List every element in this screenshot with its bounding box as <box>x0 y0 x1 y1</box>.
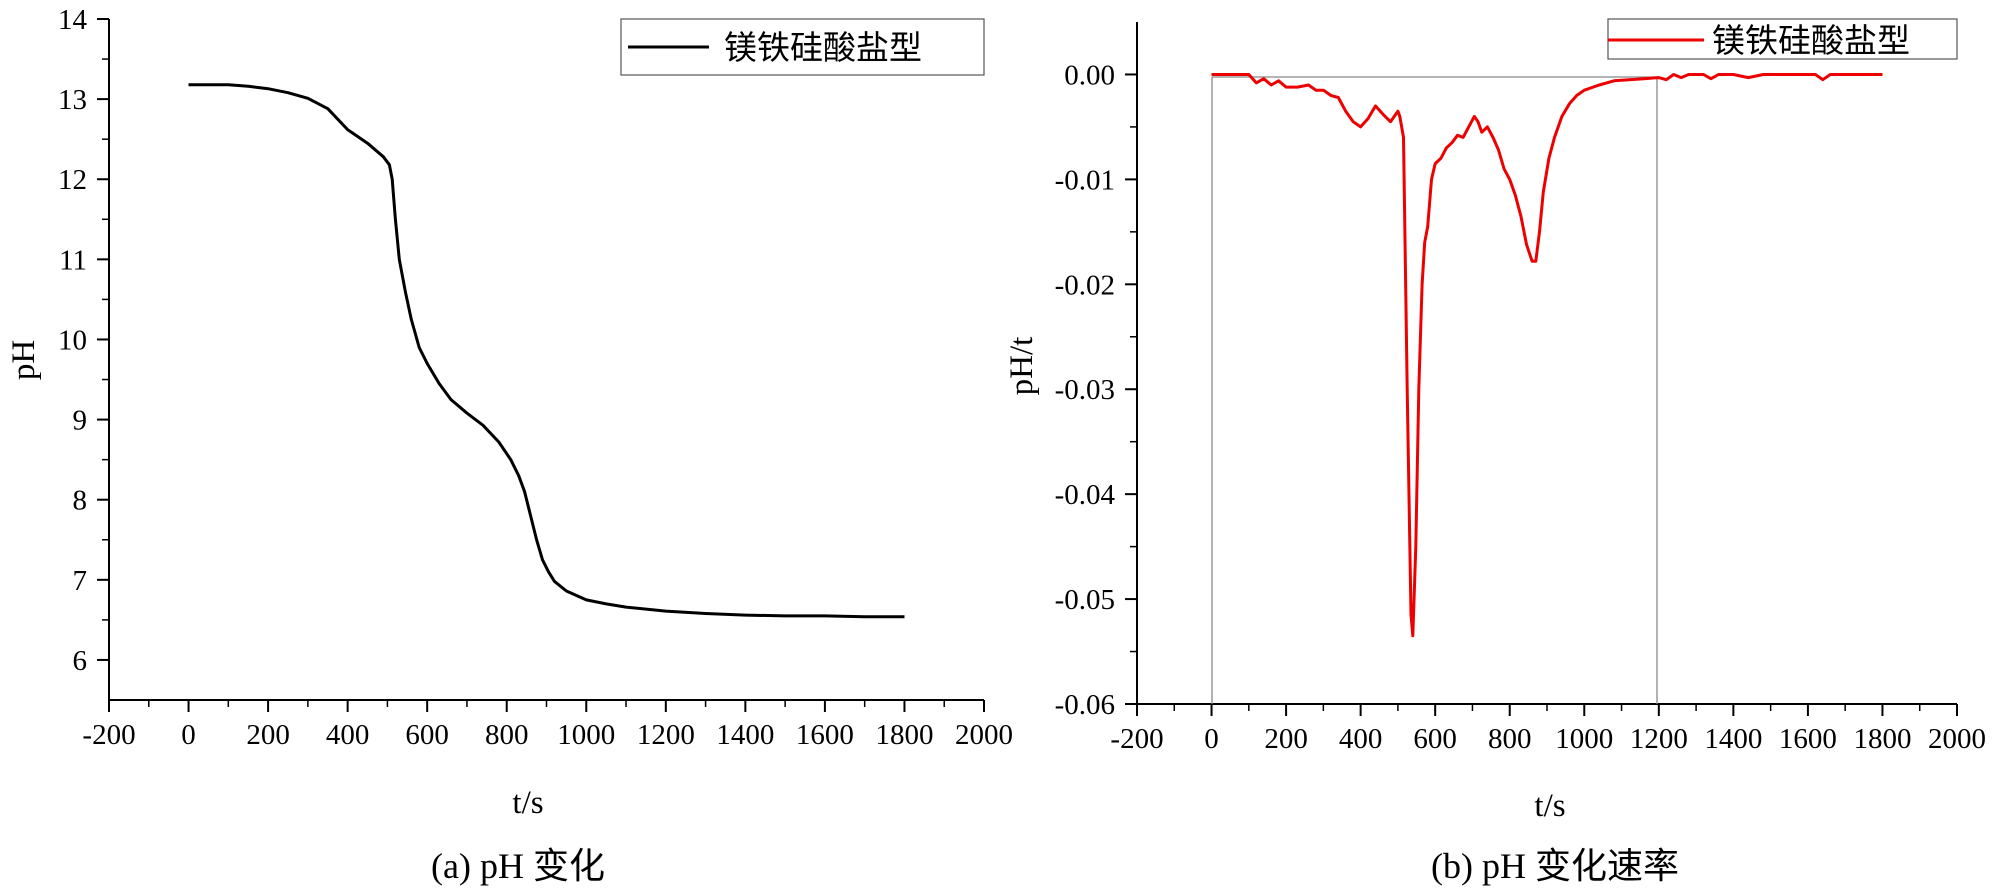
panel-a-y-tick-label: 13 <box>58 84 87 116</box>
panel-a-caption: (a) pH 变化 <box>431 846 605 886</box>
panel-b-x-tick-label: 1400 <box>1704 723 1762 755</box>
panel-a-x-ticks: -200 0 200 400 600 800 1000 1200 1400 1600 1800 200… <box>82 700 1013 751</box>
panel-a-legend: 镁铁硅酸盐型 <box>620 18 985 76</box>
panel-a-x-tick-label: 2000 <box>955 719 1013 751</box>
panel-a-series-line <box>188 83 905 619</box>
panel-b-y-tick-label: -0.02 <box>1055 269 1115 301</box>
panel-b-x-tick-label: 600 <box>1413 723 1457 755</box>
panel-b-x-ticks: -200 0 200 400 600 800 1000 1200 1400 1600 1800 200… <box>1110 704 1986 755</box>
panel-a-x-tick-label: 0 <box>181 719 196 751</box>
panel-b-x-tick-label: 1000 <box>1555 723 1613 755</box>
panel-b-series-line <box>1211 73 1883 638</box>
panel-a-y-axis-title: pH <box>6 340 42 380</box>
panel-a-y-tick-label: 8 <box>73 485 88 517</box>
panel-a-x-tick-label: 400 <box>326 719 370 751</box>
panel-b-x-tick-label: 2000 <box>1928 723 1986 755</box>
panel-b-y-tick-label: -0.05 <box>1055 584 1115 616</box>
panel-b-x-tick-label: 1800 <box>1853 723 1911 755</box>
panel-a-legend-label: 镁铁硅酸盐型 <box>724 30 922 67</box>
panel-b-caption: (b) pH 变化速率 <box>1431 846 1679 886</box>
panel-a-x-tick-label: 1000 <box>557 719 615 751</box>
panel-b-y-tick-label: -0.03 <box>1055 374 1115 406</box>
panel-b-x-tick-label: 1600 <box>1779 723 1837 755</box>
panel-a-x-tick-label: 600 <box>405 719 449 751</box>
panel-a-legend-box <box>620 18 985 76</box>
panel-a-x-axis-title: t/s <box>512 785 543 821</box>
panel-a-y-tick-label: 12 <box>58 164 87 196</box>
panel-a-x-tick-label: 1800 <box>875 719 933 751</box>
panel-a: -200 0 200 400 600 800 1000 1200 1400 1600 1800 200… <box>6 4 1013 886</box>
panel-b-legend-label: 镁铁硅酸盐型 <box>1712 23 1910 60</box>
panel-a-y-tick-label: 6 <box>73 645 88 677</box>
panel-a-y-ticks: 6 7 8 9 10 11 12 13 14 <box>58 4 109 677</box>
panel-a-y-tick-label: 10 <box>58 324 87 356</box>
panel-a-x-tick-label: 1400 <box>716 719 774 751</box>
panel-b-x-tick-label: 800 <box>1488 723 1532 755</box>
panel-b-y-ticks: 0.00 -0.01 -0.02 -0.03 -0.04 -0.05 -0.06 <box>1055 59 1137 721</box>
panel-b-y-tick-label: 0.00 <box>1064 59 1115 91</box>
panel-a-x-tick-label: 1200 <box>637 719 695 751</box>
panel-b-y-tick-label: -0.01 <box>1055 164 1115 196</box>
panel-b-y-tick-label: -0.04 <box>1055 479 1116 511</box>
panel-a-y-tick-label: 14 <box>58 4 88 36</box>
panel-a-y-tick-label: 9 <box>73 405 88 437</box>
panel-a-x-tick-label: 800 <box>485 719 529 751</box>
panel-a-x-tick-label: 1600 <box>796 719 854 751</box>
panel-b-y-tick-label: -0.06 <box>1055 689 1115 721</box>
panel-b-y-axis-title: pH/t <box>1004 337 1040 396</box>
panel-b-x-tick-label: -200 <box>1110 723 1163 755</box>
panel-b-x-tick-label: 200 <box>1264 723 1308 755</box>
panel-a-y-tick-label: 7 <box>73 565 88 597</box>
panel-a-x-tick-label: -200 <box>82 719 135 751</box>
panel-a-x-tick-label: 200 <box>246 719 290 751</box>
panel-b-x-tick-label: 1200 <box>1630 723 1688 755</box>
panel-b: -200 0 200 400 600 800 1000 1200 1400 1600 1800 200… <box>1004 18 1986 886</box>
panel-b-x-tick-label: 0 <box>1204 723 1219 755</box>
panel-a-y-tick-label: 11 <box>59 244 87 276</box>
panel-b-x-axis-title: t/s <box>1534 788 1565 824</box>
panel-b-x-tick-label: 400 <box>1339 723 1383 755</box>
panel-b-legend: 镁铁硅酸盐型 <box>1607 18 1958 60</box>
